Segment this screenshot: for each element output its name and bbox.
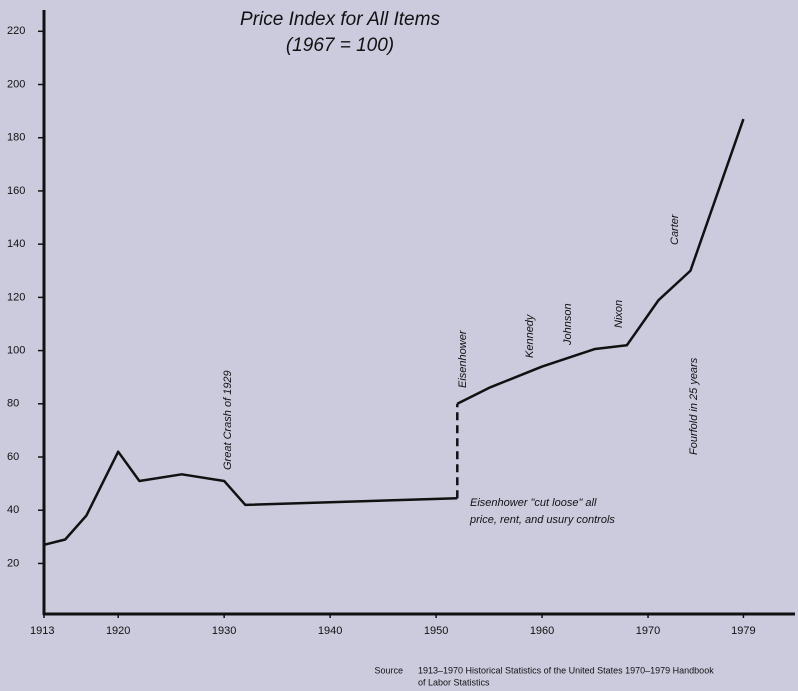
y-tick-label: 20 bbox=[7, 557, 19, 569]
y-tick-label: 220 bbox=[7, 25, 25, 37]
source: of Labor Statistics bbox=[418, 677, 490, 687]
x-tick-label: 1920 bbox=[106, 625, 130, 637]
y-tick-label: 120 bbox=[7, 291, 25, 303]
x-tick-label: 1940 bbox=[318, 625, 342, 637]
annotation: Fourfold in 25 years bbox=[688, 357, 700, 455]
annotation: Great Crash of 1929 bbox=[222, 370, 234, 470]
source-label: Source bbox=[374, 665, 403, 675]
y-tick-label: 100 bbox=[7, 344, 25, 356]
note: Eisenhower "cut loose" all bbox=[470, 497, 597, 509]
y-tick-label: 80 bbox=[7, 398, 19, 410]
x-tick-label: 1950 bbox=[424, 625, 448, 637]
chart-subtitle: (1967 = 100) bbox=[286, 35, 394, 56]
y-tick-label: 200 bbox=[7, 78, 25, 90]
annotation: Eisenhower bbox=[457, 329, 469, 388]
y-tick-label: 160 bbox=[7, 185, 25, 197]
annotation: Johnson bbox=[562, 303, 574, 346]
chart-title: Price Index for All Items bbox=[240, 9, 440, 30]
x-tick-label: 1960 bbox=[530, 625, 554, 637]
x-tick-label: 1970 bbox=[636, 625, 660, 637]
note: price, rent, and usury controls bbox=[469, 514, 615, 526]
y-tick-label: 40 bbox=[7, 504, 19, 516]
y-tick-label: 180 bbox=[7, 132, 25, 144]
x-tick-label: 1913 bbox=[30, 625, 54, 637]
annotation: Nixon bbox=[613, 300, 625, 328]
y-tick-label: 60 bbox=[7, 451, 19, 463]
source: 1913–1970 Historical Statistics of the U… bbox=[418, 665, 714, 675]
y-tick-label: 140 bbox=[7, 238, 25, 250]
price-line bbox=[456, 118, 745, 405]
x-tick-label: 1979 bbox=[731, 625, 755, 637]
annotation: Carter bbox=[669, 213, 681, 245]
x-tick-label: 1930 bbox=[212, 625, 236, 637]
price-line bbox=[43, 450, 458, 547]
annotation: Kennedy bbox=[524, 313, 536, 358]
